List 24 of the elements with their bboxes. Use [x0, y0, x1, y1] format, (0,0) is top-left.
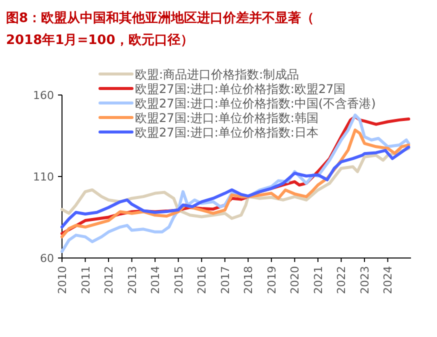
legend-label: 欧盟:商品进口价格指数:制成品: [135, 68, 300, 82]
y-tick-label: 110: [33, 170, 54, 184]
x-tick-label: 2012: [102, 266, 116, 294]
chart-title: 图8：欧盟从中国和其他亚洲地区进口价差并不显著（2018年1月=100，欧元口径）: [6, 10, 314, 48]
x-tick-label: 2023: [358, 266, 372, 294]
legend-label: 欧盟27国:进口:单位价格指数:欧盟27国: [135, 82, 346, 96]
x-tick-label: 2014: [149, 266, 162, 294]
x-tick-label: 2011: [79, 266, 92, 294]
legend-label: 欧盟27国:进口:单位价格指数:韩国: [135, 111, 318, 125]
x-tick-label: 2024: [382, 266, 395, 294]
x-tick-label: 2022: [335, 266, 348, 294]
x-tick-label: 2016: [196, 266, 209, 294]
x-tick-label: 2010: [56, 266, 69, 294]
x-tick-label: 2021: [312, 266, 325, 294]
x-tick-label: 2020: [288, 266, 302, 294]
x-tick-label: 2018: [242, 266, 256, 294]
x-tick-label: 2013: [126, 266, 139, 294]
x-tick-label: 2015: [172, 266, 186, 294]
y-tick-label: 60: [40, 252, 54, 265]
x-tick-label: 2019: [265, 266, 278, 294]
y-tick-label: 160: [33, 89, 54, 102]
legend-label: 欧盟27国:进口:单位价格指数:中国(不含香港): [135, 96, 376, 110]
x-tick-label: 2017: [218, 266, 232, 294]
legend-label: 欧盟27国:进口:单位价格指数:日本: [135, 126, 318, 140]
